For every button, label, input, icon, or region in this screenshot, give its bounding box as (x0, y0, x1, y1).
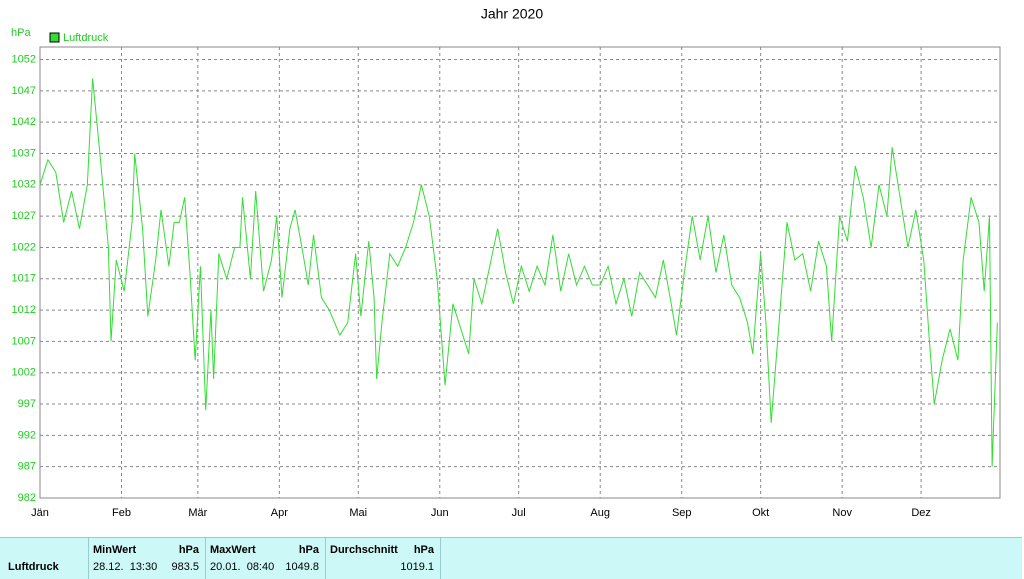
legend-label: Luftdruck (63, 32, 109, 44)
y-tick-label: 1007 (12, 335, 36, 347)
y-tick-label: 1022 (12, 241, 36, 253)
y-tick-label: 1042 (12, 116, 36, 128)
stats-table: Luftdruck MinWert hPa 28.12. 13:30 983.5 MaxW… (0, 537, 1022, 579)
x-tick-label: Okt (752, 507, 769, 519)
table-cell: 1019.1 (400, 561, 434, 573)
row-label: Luftdruck (8, 561, 59, 573)
stat-column: Durchschnitt hPa 1019.1 (325, 538, 441, 579)
y-tick-label: 1012 (12, 304, 36, 316)
y-tick-label: 997 (18, 398, 36, 410)
y-tick-label: 1047 (12, 85, 36, 97)
chart: Jahr 2020 hPa 982 987 992 997 1002 1007 1012 10… (11, 6, 1001, 519)
row-label-column: Luftdruck (0, 538, 89, 579)
x-tick-label: Jän (31, 507, 49, 519)
y-tick-label: 1017 (12, 273, 36, 285)
x-tick-label: Apr (271, 507, 288, 519)
column-unit: hPa (413, 544, 434, 556)
y-tick-label: 1037 (12, 147, 36, 159)
x-tick-label: Aug (590, 507, 610, 519)
column-title: MaxWert (210, 544, 256, 556)
stat-column: MinWert hPa 28.12. 13:30 983.5 (88, 538, 206, 579)
x-tick-label: Jul (512, 507, 526, 519)
x-tick-label: Nov (832, 507, 852, 519)
y-tick-label: 987 (18, 461, 36, 473)
x-tick-label: Mai (349, 507, 367, 519)
x-tick-label: Feb (112, 507, 131, 519)
legend-swatch (49, 32, 60, 43)
x-tick-label: Sep (672, 507, 692, 519)
y-tick-label: 982 (18, 492, 36, 504)
y-tick-label: 1032 (12, 179, 36, 191)
y-tick-label: 1027 (12, 210, 36, 222)
y-axis-label: hPa (11, 27, 31, 39)
chart-title: Jahr 2020 (481, 6, 543, 22)
table-cell: 1049.8 (285, 561, 319, 573)
column-unit: hPa (178, 544, 199, 556)
x-tick-label: Mär (188, 507, 207, 519)
column-title: Durchschnitt (330, 544, 398, 556)
table-cell: 20.01. 08:40 (210, 561, 275, 573)
column-unit: hPa (298, 544, 319, 556)
y-tick-label: 992 (18, 429, 36, 441)
x-tick-label: Jun (431, 507, 449, 519)
table-cell: 28.12. 13:30 (93, 561, 158, 573)
data-line (39, 78, 998, 467)
table-cell: 983.5 (171, 561, 199, 573)
y-tick-label: 1052 (12, 53, 36, 65)
stat-column: MaxWert hPa 20.01. 08:40 1049.8 (205, 538, 326, 579)
x-tick-label: Dez (911, 507, 931, 519)
y-tick-label: 1002 (12, 367, 36, 379)
column-title: MinWert (93, 544, 137, 556)
